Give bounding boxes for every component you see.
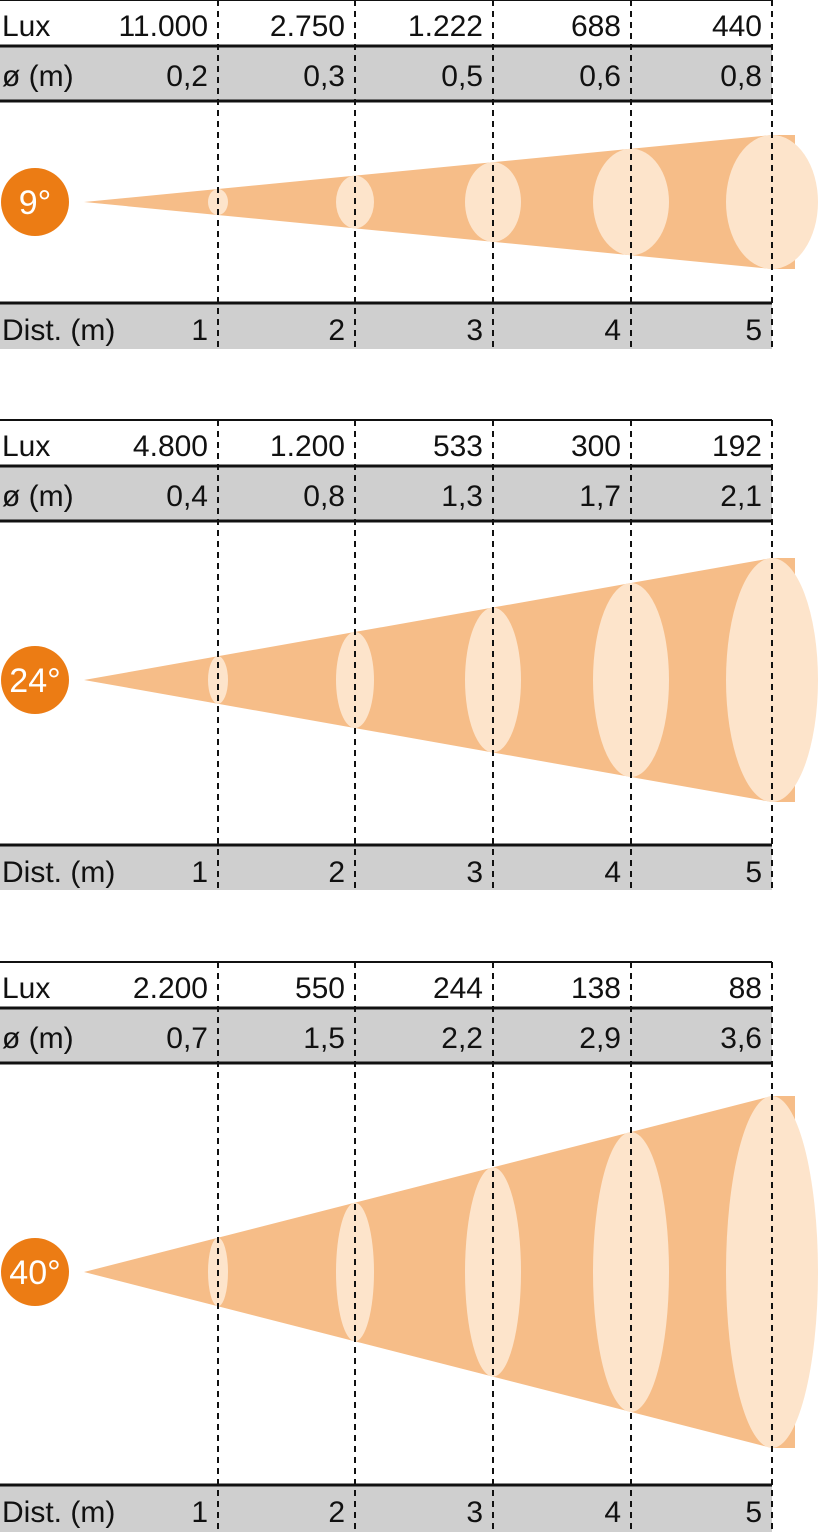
lux-value-3: 533 [433,430,483,463]
diameter-value-4: 1,7 [579,480,621,513]
lux-value-2: 2.750 [270,10,345,43]
diameter-row-label: ø (m) [2,60,74,93]
beam-panel-1: Lux ø (m) Dist. (m) 11.000 2.750 1.222 688 440 0… [0,0,818,349]
distance-value-1: 1 [191,1496,208,1529]
distance-value-1: 1 [191,314,208,347]
beam-cone [84,558,795,802]
lux-value-5: 88 [729,972,762,1005]
lux-value-4: 300 [571,430,621,463]
diameter-value-4: 0,6 [579,60,621,93]
lux-value-3: 244 [433,972,483,1005]
beam-angle-label: 40° [9,1254,60,1292]
distance-row-label: Dist. (m) [2,856,115,889]
distance-row-band [0,1485,772,1532]
diameter-value-5: 2,1 [720,480,762,513]
lux-value-2: 550 [295,972,345,1005]
light-spot-4 [593,583,669,777]
distance-value-5: 5 [745,856,762,889]
diameter-row-band [0,46,772,101]
distance-row-band [0,303,772,349]
diameter-value-3: 1,3 [441,480,483,513]
diameter-value-1: 0,7 [166,1022,208,1055]
diameter-row-band [0,1008,772,1063]
lux-value-4: 688 [571,10,621,43]
distance-value-3: 3 [466,314,483,347]
lux-row-label: Lux [2,10,50,43]
diameter-value-1: 0,4 [166,480,208,513]
lux-value-1: 4.800 [133,430,208,463]
beam-angle-label: 9° [19,184,52,222]
light-spot-2 [336,631,374,729]
distance-value-5: 5 [745,314,762,347]
lux-value-2: 1.200 [270,430,345,463]
beam-angle-badge [1,646,69,714]
distance-value-4: 4 [604,314,621,347]
lux-value-3: 1.222 [408,10,483,43]
light-spot-1 [208,656,228,704]
distance-row-band [0,845,772,890]
beam-angle-label: 24° [9,662,60,700]
diameter-value-2: 0,3 [303,60,345,93]
diameter-value-5: 0,8 [720,60,762,93]
diameter-value-3: 2,2 [441,1022,483,1055]
distance-row-label: Dist. (m) [2,1496,115,1529]
distance-value-4: 4 [604,856,621,889]
diameter-value-2: 1,5 [303,1022,345,1055]
distance-value-2: 2 [328,314,345,347]
beam-cone [84,1096,795,1448]
diameter-row-band [0,466,772,521]
lux-row-label: Lux [2,972,50,1005]
beam-panel-2: Lux ø (m) Dist. (m) 4.800 1.200 533 300 192 0,4 0… [0,419,818,890]
light-spot-5 [726,558,818,802]
diameter-value-2: 0,8 [303,480,345,513]
diameter-value-1: 0,2 [166,60,208,93]
diameter-value-4: 2,9 [579,1022,621,1055]
distance-value-2: 2 [328,856,345,889]
distance-value-2: 2 [328,1496,345,1529]
lux-row-label: Lux [2,430,50,463]
distance-value-3: 3 [466,1496,483,1529]
lux-value-1: 11.000 [118,10,208,43]
distance-value-4: 4 [604,1496,621,1529]
beam-panel-3: Lux ø (m) Dist. (m) 2.200 550 244 138 88 0,7 1,5 2… [0,961,818,1532]
light-spot-3 [465,607,521,753]
distance-value-3: 3 [466,856,483,889]
beam-angle-badge [1,1238,69,1306]
diameter-row-label: ø (m) [2,480,74,513]
diameter-value-5: 3,6 [720,1022,762,1055]
lux-value-1: 2.200 [133,972,208,1005]
lux-value-5: 192 [712,430,762,463]
lux-value-5: 440 [712,10,762,43]
diameter-row-label: ø (m) [2,1022,74,1055]
diameter-value-3: 0,5 [441,60,483,93]
distance-value-1: 1 [191,856,208,889]
distance-row-label: Dist. (m) [2,314,115,347]
distance-value-5: 5 [745,1496,762,1529]
beam-cone [84,135,795,269]
beam-angle-badge [1,168,69,236]
lux-value-4: 138 [571,972,621,1005]
